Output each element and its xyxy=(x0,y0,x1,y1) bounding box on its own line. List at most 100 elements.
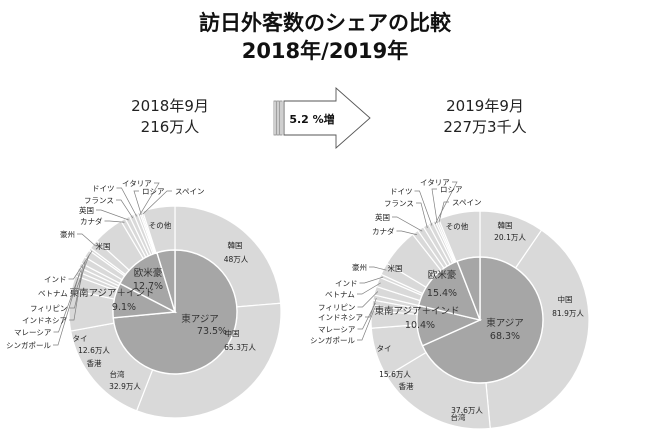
outer-leader-label: フィリピン xyxy=(30,304,67,313)
outer-label: その他 xyxy=(149,220,172,230)
inner-slice xyxy=(417,260,482,321)
inner-slice xyxy=(156,249,176,313)
outer-label: タイ xyxy=(73,334,88,343)
leader-line xyxy=(414,190,433,226)
arrow-icon xyxy=(273,87,371,149)
leader-line xyxy=(96,209,129,221)
leader-line xyxy=(139,182,160,216)
left-period: 2018年9月 xyxy=(131,97,209,115)
inner-label: 欧米豪 xyxy=(134,267,163,279)
outer-leader-label: カナダ xyxy=(372,226,395,236)
donut-chart-2018 xyxy=(68,205,282,419)
outer-label: その他 xyxy=(446,221,469,231)
outer-value: 12.6万人 xyxy=(78,346,110,355)
inner-slice xyxy=(456,256,481,321)
inner-label: 東アジア xyxy=(486,317,524,329)
outer-leader-label: フィリピン xyxy=(318,303,355,312)
outer-leader-label: フランス xyxy=(384,199,414,208)
leader-line xyxy=(369,266,387,271)
leader-line xyxy=(357,291,379,308)
leader-line xyxy=(116,187,137,217)
outer-leader-label: スペイン xyxy=(175,187,204,196)
inner-value: 15.4% xyxy=(427,288,457,299)
inner-label: 欧米豪 xyxy=(428,269,457,281)
outer-leader-label: イタリア xyxy=(122,179,152,188)
outer-value: 20.1万人 xyxy=(494,233,526,242)
outer-label: 米国 xyxy=(96,241,111,251)
inner-label: 東アジア xyxy=(181,313,219,325)
outer-value: 65.3万人 xyxy=(224,343,256,352)
outer-leader-label: インドネシア xyxy=(22,316,67,325)
outer-value: 37.6万人 xyxy=(451,406,483,415)
leader-line xyxy=(142,190,172,215)
outer-leader-label: 英国 xyxy=(79,205,94,215)
outer-value: 81.9万人 xyxy=(552,309,584,318)
outer-label: タイ xyxy=(377,344,392,353)
leader-line xyxy=(69,261,86,309)
leader-line xyxy=(431,188,438,224)
leader-line xyxy=(77,233,97,247)
leader-line xyxy=(396,230,418,236)
outer-value: 48万人 xyxy=(224,255,249,264)
outer-leader-label: ドイツ xyxy=(390,187,413,196)
right-header: 2019年9月 227万3千人 xyxy=(420,96,550,138)
leader-line xyxy=(434,181,458,225)
leader-line xyxy=(68,250,93,280)
leader-line xyxy=(53,270,82,333)
leader-line xyxy=(133,190,142,215)
outer-label: 韓国 xyxy=(498,220,513,230)
leader-line xyxy=(70,254,90,294)
outer-value: 15.6万人 xyxy=(379,370,411,379)
outer-leader-label: ベトナム xyxy=(38,289,68,298)
outer-leader-label: インドネシア xyxy=(318,313,363,322)
outer-leader-label: 豪州 xyxy=(352,262,367,272)
inner-value: 68.3% xyxy=(490,331,520,342)
outer-leader-label: インド xyxy=(44,275,67,284)
inner-value: 73.5% xyxy=(197,326,227,337)
outer-leader-label: ベトナム xyxy=(325,290,355,299)
arrow-label: 5.2 %増 xyxy=(289,112,334,126)
leader-line xyxy=(416,202,428,229)
right-total: 227万3千人 xyxy=(443,118,527,136)
leader-line xyxy=(104,220,125,223)
outer-label: 香港 xyxy=(399,381,414,391)
left-header: 2018年9月 216万人 xyxy=(110,96,230,138)
outer-leader-label: シンガポール xyxy=(310,335,355,345)
outer-label: 台湾 xyxy=(451,412,466,422)
inner-label: 東南アジア＋インド xyxy=(374,305,459,317)
inner-label: 東南アジア＋インド xyxy=(69,287,154,299)
outer-label: 中国 xyxy=(558,294,573,304)
leader-line xyxy=(116,199,134,219)
outer-leader-label: ドイツ xyxy=(92,184,115,193)
leader-line xyxy=(359,276,384,284)
inner-value: 12.7% xyxy=(133,281,163,292)
leader-line xyxy=(392,216,423,232)
outer-leader-label: イタリア xyxy=(420,178,450,187)
outer-label: 中国 xyxy=(225,328,240,338)
outer-leader-label: フランス xyxy=(84,196,114,205)
outer-leader-label: マレーシア xyxy=(14,328,51,337)
outer-label: 韓国 xyxy=(228,240,243,250)
left-total: 216万人 xyxy=(140,118,200,136)
outer-label: 香港 xyxy=(87,358,102,368)
outer-leader-label: 英国 xyxy=(375,212,390,222)
chart-title-line1: 訪日外客数のシェアの比較 xyxy=(199,11,451,35)
inner-slice xyxy=(421,256,544,384)
outer-leader-label: 豪州 xyxy=(60,229,75,239)
leader-line xyxy=(438,201,449,223)
outer-leader-label: ロシア xyxy=(142,187,165,196)
outer-leader-label: ロシア xyxy=(440,185,463,194)
inner-value: 10.4% xyxy=(405,320,435,331)
donut-chart-2019 xyxy=(370,210,590,430)
outer-leader-label: スペイン xyxy=(452,198,481,207)
outer-value: 32.9万人 xyxy=(109,382,141,391)
outer-leader-label: マレーシア xyxy=(318,325,355,334)
chart-title-line2: 2018年/2019年 xyxy=(241,39,409,63)
outer-label: 台湾 xyxy=(110,369,125,379)
leader-line xyxy=(53,274,80,346)
leader-line xyxy=(365,297,377,318)
inner-value: 9.1% xyxy=(112,302,136,313)
outer-leader-label: シンガポール xyxy=(6,340,51,350)
